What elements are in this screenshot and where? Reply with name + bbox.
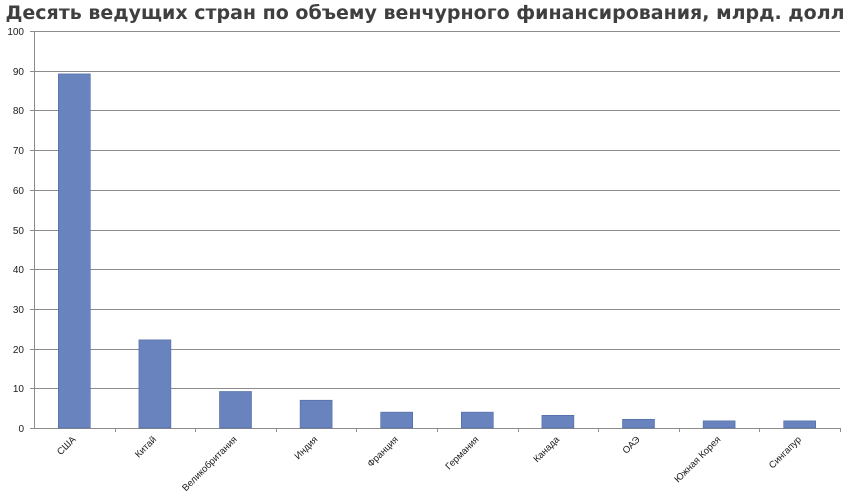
y-tick-label: 40	[13, 265, 25, 276]
y-tick-label: 20	[13, 345, 25, 356]
x-tick-label: Франция	[366, 434, 401, 469]
y-tick-label: 50	[13, 226, 25, 237]
bar	[138, 339, 172, 429]
x-tick-label: Канада	[531, 434, 562, 465]
y-tick-label: 0	[18, 424, 24, 435]
bar	[380, 411, 414, 429]
y-tick-label: 100	[7, 27, 24, 38]
bar	[460, 411, 494, 429]
bar	[622, 418, 655, 429]
x-tick-label: ОАЭ	[621, 434, 643, 456]
bar	[219, 391, 252, 429]
bar	[299, 399, 333, 429]
x-tick-labels: США Китай Великобритания Индия Франция Герман…	[55, 434, 804, 494]
y-tick-label: 60	[13, 186, 25, 197]
bar	[702, 420, 736, 429]
y-tick-label: 80	[13, 106, 25, 117]
y-tick-label: 90	[13, 67, 25, 78]
x-tick-label: Индия	[293, 434, 321, 462]
bar	[541, 414, 575, 429]
x-tick-label: Германия	[444, 434, 482, 472]
x-tick-label: Южная Корея	[672, 434, 723, 485]
x-tick-label: Великобритания	[180, 434, 239, 493]
y-tick-label: 70	[13, 146, 25, 157]
chart-title: Десять ведущих стран по объему венчурног…	[5, 2, 845, 24]
x-tick-label: США	[55, 434, 79, 458]
gridlines	[34, 31, 840, 389]
axes	[30, 31, 841, 432]
x-tick-label: Сингапур	[767, 434, 804, 471]
bars	[57, 73, 817, 429]
bar	[783, 420, 817, 429]
y-tick-label: 10	[13, 384, 25, 395]
bar	[57, 73, 91, 429]
x-tick-label: Китай	[133, 434, 159, 460]
y-tick-label: 30	[13, 305, 25, 316]
y-tick-labels: 0 10 20 30 40 50 60 70 80 90 100	[7, 27, 24, 435]
